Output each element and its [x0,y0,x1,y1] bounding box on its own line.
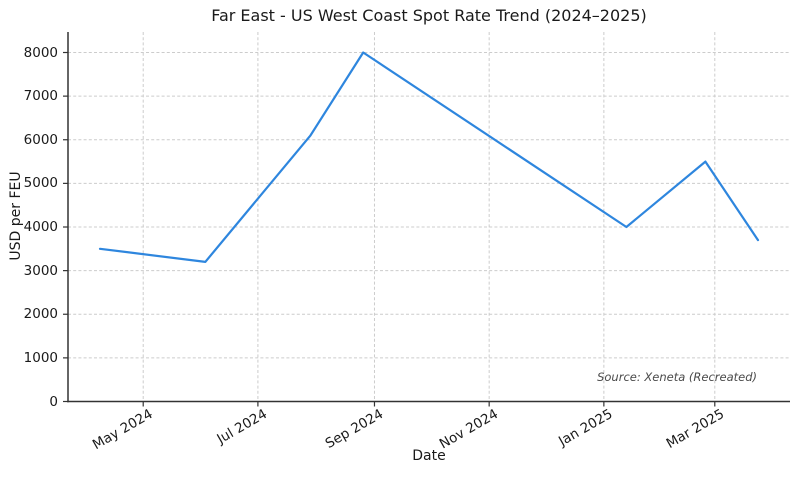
chart-title: Far East - US West Coast Spot Rate Trend… [211,6,647,25]
source-annotation: Source: Xeneta (Recreated) [597,370,757,384]
y-tick-label: 5000 [23,175,58,192]
x-axis-label: Date [412,448,446,464]
y-tick-label: 8000 [23,44,58,61]
y-tick-label: 4000 [23,219,58,235]
spot-rate-line [98,51,760,263]
y-tick-label: 0 [49,393,58,410]
y-tick-label: 3000 [23,262,58,279]
y-tick-label: 1000 [23,349,58,366]
y-tick-label: 2000 [23,306,58,323]
y-tick-label: 6000 [23,131,58,148]
y-tick-label: 7000 [23,88,58,105]
